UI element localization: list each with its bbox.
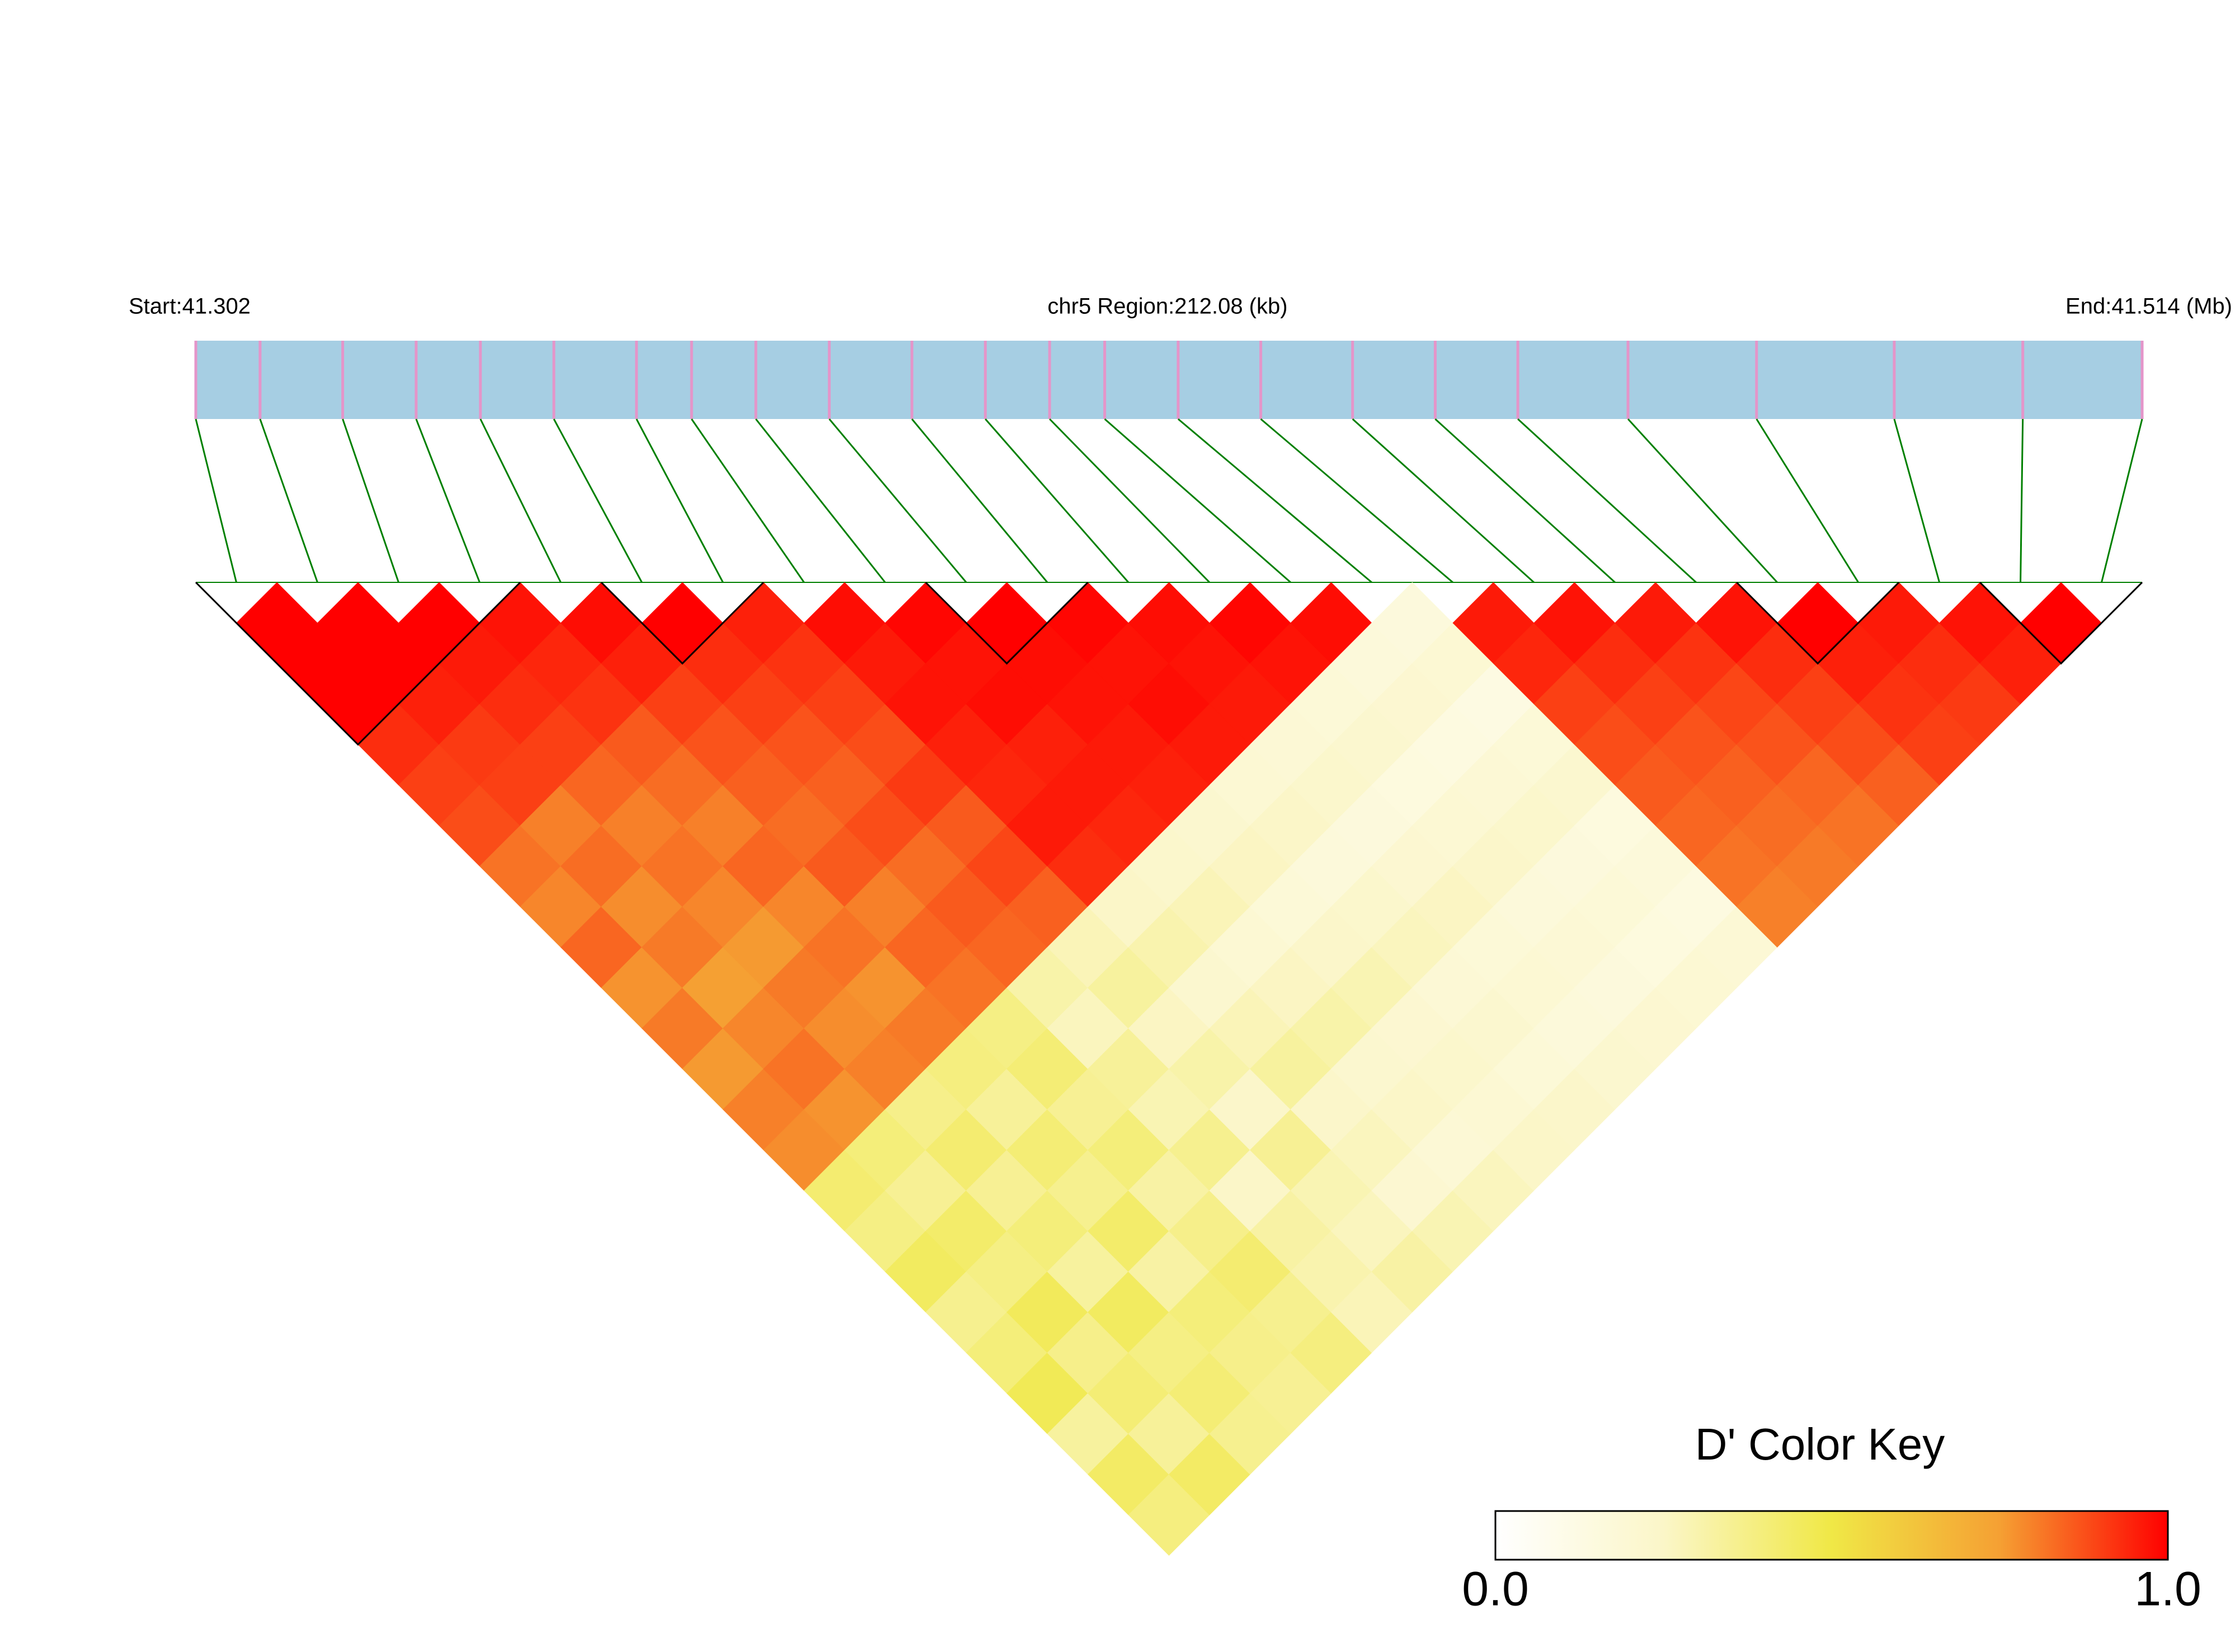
snp-link — [911, 418, 1048, 583]
snp-link — [829, 418, 967, 583]
snp-link — [1352, 418, 1535, 583]
snp-link — [553, 418, 643, 583]
snp-link — [415, 418, 481, 583]
snp-link — [1627, 418, 1778, 583]
color-key-tick-label: 1.0 — [2134, 1562, 2201, 1616]
color-key-tick-label: 0.0 — [1462, 1562, 1529, 1616]
snp-link — [636, 418, 724, 583]
snp-link — [195, 418, 237, 583]
snp-link — [479, 418, 562, 583]
start-label: Start:41.302 — [129, 294, 251, 319]
snp-link — [1756, 418, 1859, 583]
snp-link — [259, 418, 318, 583]
color-key-title: D' Color Key — [1695, 1419, 1945, 1469]
snp-link — [2101, 418, 2143, 583]
snp-link — [1049, 418, 1211, 583]
ld-block — [1979, 581, 2143, 665]
ld-block — [925, 581, 1089, 665]
snp-link — [1177, 418, 1372, 583]
ld-block — [1736, 581, 1900, 665]
snp-link — [690, 418, 805, 583]
snp-bar — [196, 341, 2142, 419]
snp-link — [1517, 418, 1697, 583]
snp-link — [985, 418, 1130, 583]
snp-link — [1893, 418, 1941, 583]
ld-block — [600, 581, 764, 665]
color-key — [1494, 1510, 2169, 1561]
snp-link — [1104, 418, 1291, 583]
ld-block — [195, 581, 521, 746]
end-label: End:41.514 (Mb) — [2065, 294, 2232, 319]
snp-link — [1260, 418, 1453, 583]
snp-link — [755, 418, 886, 583]
chart-title: chr5 Region:212.08 (kb) — [1047, 294, 1287, 319]
snp-link — [342, 418, 399, 583]
snp-link — [2020, 418, 2024, 583]
snp-link — [1434, 418, 1616, 583]
